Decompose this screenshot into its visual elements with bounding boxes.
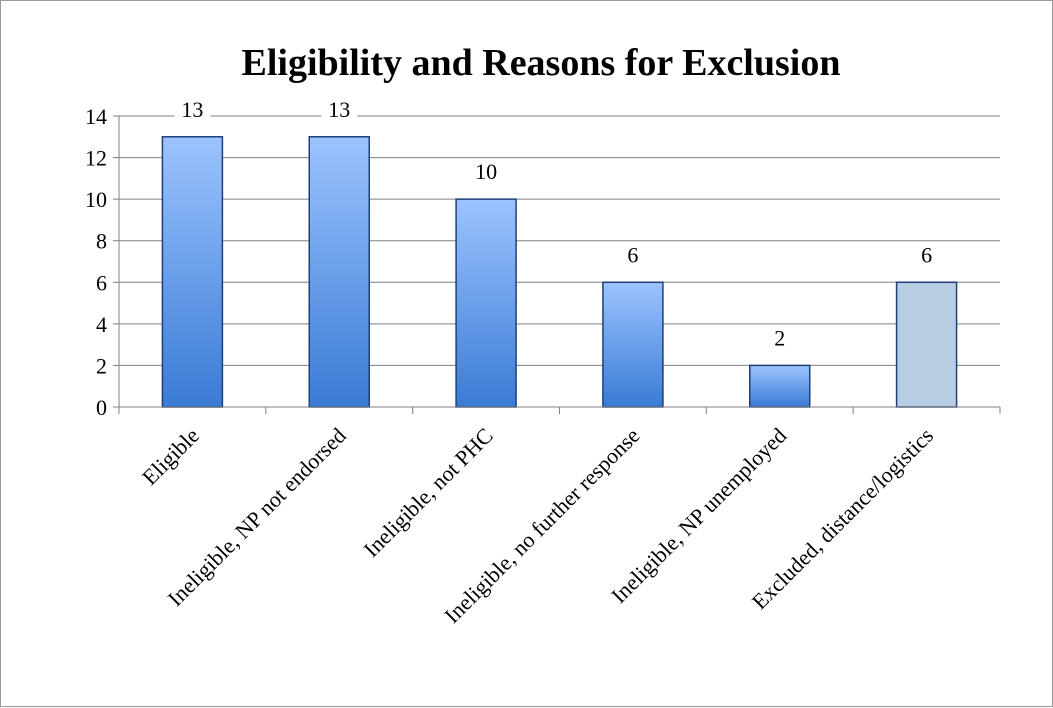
data-label: 2	[774, 325, 785, 350]
data-label-bg	[767, 325, 792, 352]
bar	[602, 281, 664, 408]
data-label-bg	[620, 242, 645, 269]
data-label: 13	[328, 97, 350, 122]
data-label: 6	[921, 242, 932, 267]
data-label: 6	[627, 242, 638, 267]
bar	[455, 198, 517, 408]
data-label-bg	[174, 96, 211, 123]
bar	[308, 136, 370, 408]
data-label-bg	[914, 242, 939, 269]
y-tick-label: 2	[96, 353, 107, 378]
bar	[749, 364, 811, 408]
y-tick-label: 4	[96, 312, 107, 337]
y-tick-label: 0	[96, 395, 107, 420]
bars	[161, 136, 958, 408]
axes	[113, 115, 1001, 414]
y-tick-label: 6	[96, 270, 107, 295]
y-tick-label: 10	[85, 187, 107, 212]
y-tick-label: 12	[85, 146, 107, 171]
bar	[161, 136, 224, 408]
y-tick-label: 8	[96, 229, 107, 254]
data-label: 10	[475, 159, 497, 184]
data-label-bg	[468, 159, 505, 186]
category-label: Ineligible, not PHC	[359, 423, 498, 562]
data-label: 13	[181, 97, 203, 122]
category-label: Eligible	[137, 423, 204, 490]
chart-title: Eligibility and Reasons for Exclusion	[242, 42, 841, 84]
grid-lines	[119, 115, 1000, 366]
y-tick-label: 14	[85, 104, 107, 129]
data-label-bg	[321, 96, 358, 123]
bar	[895, 281, 958, 408]
